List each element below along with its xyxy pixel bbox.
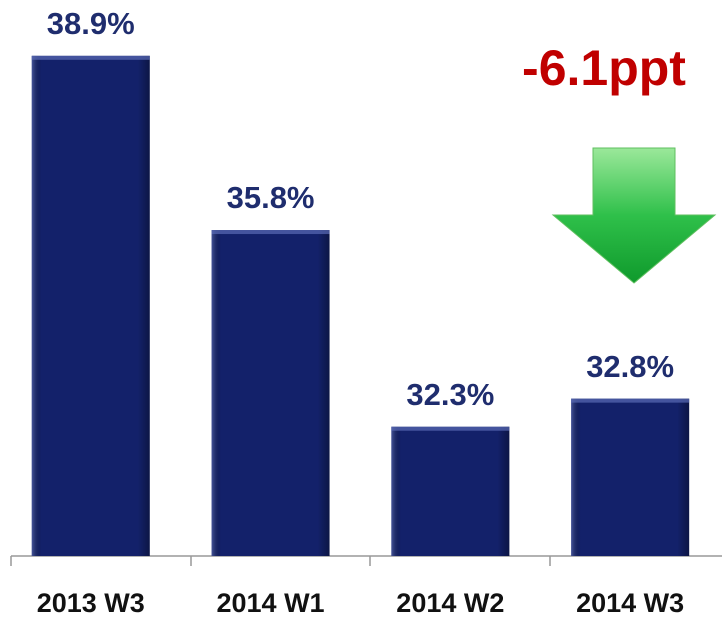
bar-highlight: [211, 230, 330, 235]
axis: [10, 555, 722, 566]
value-label: 38.9%: [47, 6, 135, 41]
bar-highlight: [31, 55, 150, 60]
bar-shade: [211, 230, 330, 557]
bar-highlight: [571, 398, 690, 403]
down-arrow: [551, 147, 717, 284]
value-label: 32.8%: [586, 349, 674, 384]
x-tick-label: 2014 W3: [576, 588, 684, 618]
bar-shade: [391, 426, 510, 556]
annotation: -6.1ppt: [522, 40, 686, 96]
bar-shade: [31, 55, 150, 556]
value-label: 32.3%: [406, 377, 494, 412]
bar-shade: [571, 398, 690, 556]
x-tick-label: 2014 W1: [217, 588, 325, 618]
x-tick-label: 2013 W3: [37, 588, 145, 618]
value-label: 35.8%: [227, 180, 315, 215]
bar-highlight: [391, 426, 510, 431]
x-tick-label: 2014 W2: [396, 588, 504, 618]
